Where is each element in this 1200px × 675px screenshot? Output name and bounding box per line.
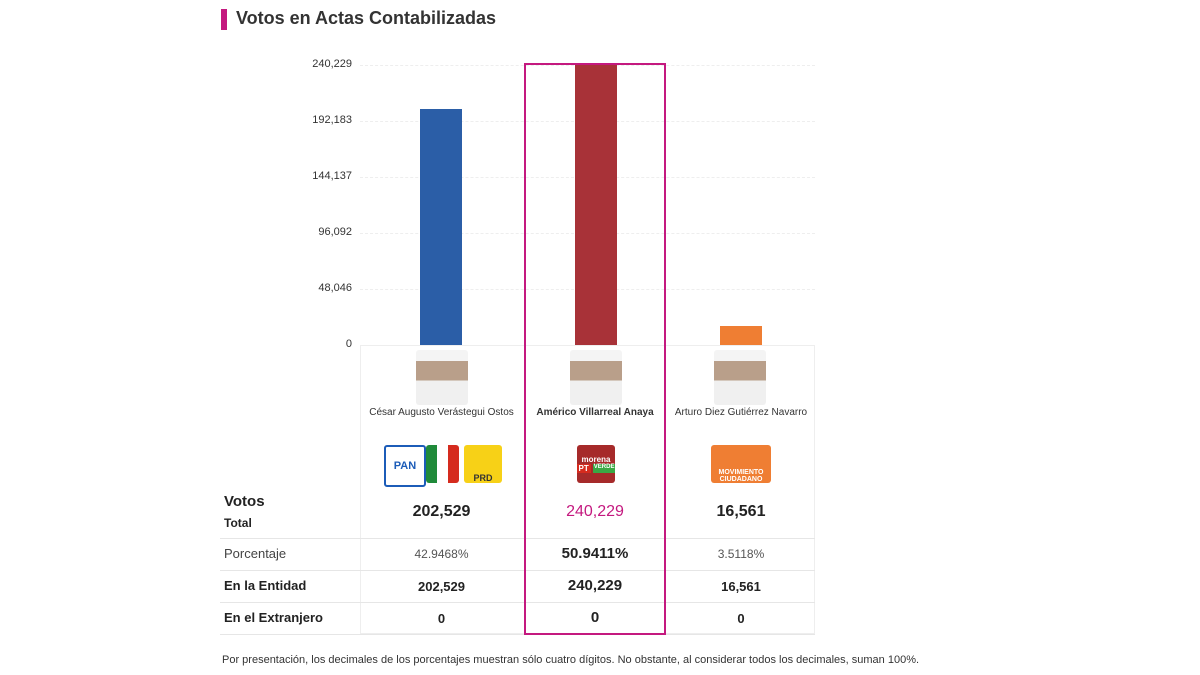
extranjero-value: 0	[590, 609, 600, 626]
percentage-value: 50.9411%	[561, 545, 629, 562]
percentage-value: 3.5118%	[717, 547, 765, 561]
votos-label: Votos	[224, 493, 265, 510]
bar-3	[720, 325, 762, 345]
y-tick-label: 144,137	[312, 170, 352, 182]
pri-logo	[426, 445, 459, 483]
candidate-photo	[416, 350, 468, 405]
total-value: 240,229	[566, 503, 624, 520]
y-tick-label: 192,183	[312, 114, 352, 126]
candidate-photo	[714, 350, 766, 405]
y-tick-label: 48,046	[318, 281, 352, 294]
candidate-photo	[570, 350, 622, 405]
y-tick-label: 0	[345, 338, 352, 350]
total-value: 16,561	[716, 503, 766, 520]
divider	[220, 570, 815, 571]
porcentaje-label: Porcentaje	[224, 546, 287, 561]
movimiento-ciudadano-logo: MOVIMIENTO CIUDADANO	[711, 445, 771, 483]
extranjero-value: 0	[437, 611, 446, 626]
prd-logo: PRD	[464, 445, 502, 483]
extranjero-label: En el Extranjero	[224, 610, 323, 625]
divider	[220, 634, 815, 635]
bar-1	[420, 108, 462, 345]
title-accent	[221, 9, 227, 30]
morena-pt-verde-logo: morena PT VERDE	[576, 445, 616, 483]
percentage-value: 42.9468%	[414, 547, 469, 561]
y-tick-label: 240,229	[312, 58, 352, 70]
candidate-name: Américo Villarreal Anaya	[536, 407, 654, 418]
winner-highlight-box	[524, 63, 666, 635]
total-label: Total	[224, 516, 252, 530]
pt-label: PT	[576, 464, 591, 473]
morena-label: morena	[581, 455, 611, 464]
page-title: Votos en Actas Contabilizadas	[236, 8, 497, 28]
extranjero-value: 0	[737, 611, 745, 626]
bar-2	[575, 65, 617, 345]
divider	[220, 602, 815, 603]
entidad-value: 202,529	[418, 579, 465, 594]
entidad-label: En la Entidad	[224, 578, 307, 593]
candidate-name: César Augusto Verástegui Ostos	[369, 407, 514, 418]
pan-logo: PAN	[384, 445, 426, 487]
divider	[220, 538, 815, 539]
y-tick-label: 96,092	[318, 225, 352, 238]
footnote: Por presentación, los decimales de los p…	[222, 654, 920, 666]
entidad-value: 240,229	[567, 577, 623, 594]
candidate-name: Arturo Diez Gutiérrez Navarro	[674, 407, 808, 418]
verde-label: VERDE	[592, 464, 616, 473]
total-value: 202,529	[412, 503, 471, 520]
entidad-value: 16,561	[721, 579, 761, 594]
